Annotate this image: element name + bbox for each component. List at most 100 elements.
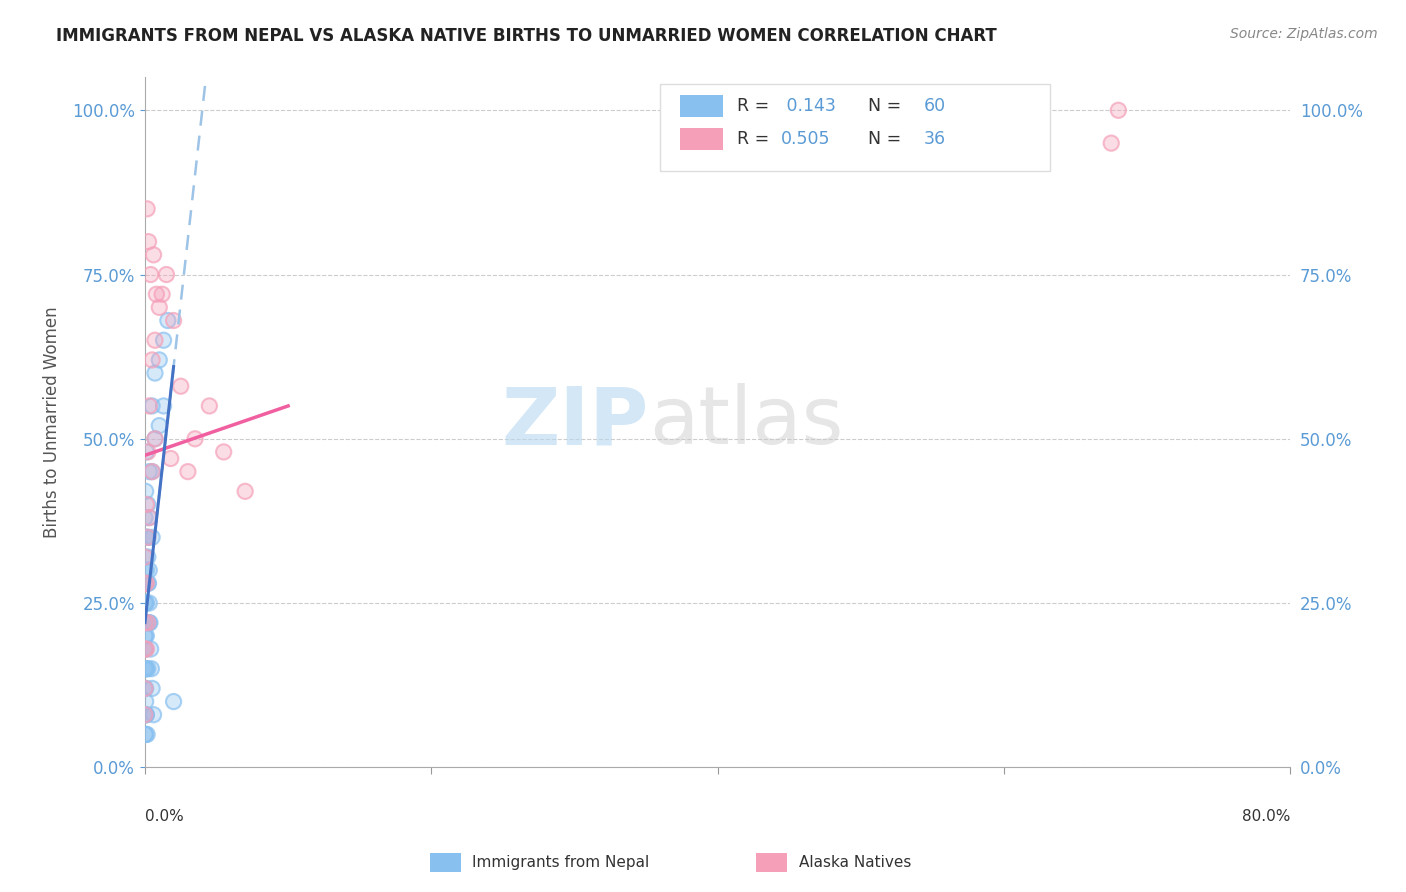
Point: [134, 629, 156, 643]
FancyBboxPatch shape: [430, 853, 461, 872]
Text: Alaska Natives: Alaska Natives: [799, 855, 911, 870]
Point: [142, 707, 165, 722]
Point: [152, 333, 174, 347]
Point: [145, 287, 167, 301]
Y-axis label: Births to Unmarried Women: Births to Unmarried Women: [44, 307, 60, 538]
Point: [136, 498, 159, 512]
Point: [143, 333, 166, 347]
Point: [136, 549, 159, 564]
Point: [141, 662, 163, 676]
Point: [134, 615, 156, 630]
Point: [135, 530, 157, 544]
Point: [139, 268, 162, 282]
Point: [135, 642, 157, 657]
Point: [141, 465, 163, 479]
Point: [141, 465, 163, 479]
Point: [135, 445, 157, 459]
Point: [162, 695, 184, 709]
Text: 36: 36: [924, 130, 946, 148]
Point: [135, 596, 157, 610]
Point: [156, 313, 179, 327]
Point: [138, 399, 160, 413]
Point: [136, 445, 159, 459]
Point: [143, 432, 166, 446]
Point: [143, 366, 166, 380]
Point: [139, 268, 162, 282]
Point: [152, 333, 174, 347]
Text: R =: R =: [737, 96, 775, 115]
Point: [138, 596, 160, 610]
Point: [136, 530, 159, 544]
Point: [136, 498, 159, 512]
Point: [135, 642, 157, 657]
Point: [152, 399, 174, 413]
Point: [156, 313, 179, 327]
Point: [138, 510, 160, 524]
Point: [134, 563, 156, 577]
Point: [134, 596, 156, 610]
Point: [142, 248, 165, 262]
Point: [138, 615, 160, 630]
Point: [134, 642, 156, 657]
Text: IMMIGRANTS FROM NEPAL VS ALASKA NATIVE BIRTHS TO UNMARRIED WOMEN CORRELATION CHA: IMMIGRANTS FROM NEPAL VS ALASKA NATIVE B…: [56, 27, 997, 45]
Point: [159, 451, 181, 466]
Point: [136, 615, 159, 630]
Point: [135, 629, 157, 643]
Point: [135, 498, 157, 512]
Point: [136, 445, 159, 459]
Point: [134, 681, 156, 696]
Point: [134, 642, 156, 657]
FancyBboxPatch shape: [679, 128, 723, 150]
Point: [134, 615, 156, 630]
Text: 0.505: 0.505: [780, 130, 830, 148]
Point: [148, 301, 170, 315]
Point: [135, 498, 157, 512]
Point: [136, 530, 159, 544]
Point: [138, 235, 160, 249]
Point: [135, 563, 157, 577]
Point: [135, 629, 157, 643]
Point: [141, 465, 163, 479]
Text: N =: N =: [858, 130, 907, 148]
Text: Source: ZipAtlas.com: Source: ZipAtlas.com: [1230, 27, 1378, 41]
Point: [184, 432, 207, 446]
Point: [1107, 103, 1129, 118]
Text: 80.0%: 80.0%: [1241, 809, 1291, 823]
Point: [135, 484, 157, 499]
Point: [141, 353, 163, 368]
Text: R =: R =: [737, 130, 775, 148]
Point: [136, 615, 159, 630]
Point: [139, 642, 162, 657]
Text: 0.0%: 0.0%: [145, 809, 184, 823]
Point: [141, 353, 163, 368]
Point: [135, 662, 157, 676]
Point: [139, 615, 162, 630]
Point: [136, 576, 159, 591]
Point: [138, 563, 160, 577]
Point: [134, 576, 156, 591]
Point: [134, 642, 156, 657]
Point: [212, 445, 235, 459]
Point: [1099, 136, 1122, 150]
Point: [134, 642, 156, 657]
Point: [135, 549, 157, 564]
Point: [145, 287, 167, 301]
Point: [141, 662, 163, 676]
Point: [136, 576, 159, 591]
Point: [135, 642, 157, 657]
Point: [134, 563, 156, 577]
Point: [138, 576, 160, 591]
Point: [143, 432, 166, 446]
Point: [135, 596, 157, 610]
Point: [134, 510, 156, 524]
Point: [138, 596, 160, 610]
Point: [135, 615, 157, 630]
Point: [134, 681, 156, 696]
Point: [136, 662, 159, 676]
Point: [134, 549, 156, 564]
Text: N =: N =: [858, 96, 907, 115]
Point: [135, 596, 157, 610]
Point: [136, 727, 159, 741]
Point: [135, 576, 157, 591]
Point: [198, 399, 221, 413]
